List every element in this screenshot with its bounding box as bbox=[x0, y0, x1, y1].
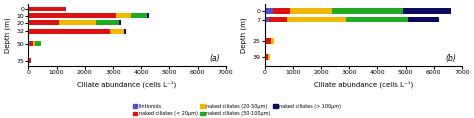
Bar bbox=[264, 38, 265, 44]
Bar bbox=[124, 29, 127, 34]
Bar bbox=[147, 13, 149, 18]
Bar bbox=[264, 54, 265, 60]
Bar bbox=[59, 20, 96, 25]
Bar bbox=[268, 54, 270, 60]
X-axis label: Ciliate abundance (cells L⁻¹): Ciliate abundance (cells L⁻¹) bbox=[314, 80, 413, 88]
Bar bbox=[28, 13, 116, 18]
Bar bbox=[265, 54, 268, 60]
Text: (a): (a) bbox=[209, 54, 220, 63]
Bar bbox=[28, 58, 29, 63]
Bar bbox=[29, 58, 31, 63]
Bar bbox=[96, 20, 118, 25]
Bar bbox=[264, 8, 273, 14]
Bar bbox=[332, 8, 403, 14]
Bar bbox=[273, 8, 290, 14]
Bar bbox=[33, 41, 36, 46]
Bar bbox=[269, 17, 287, 23]
Bar bbox=[110, 29, 124, 34]
Bar bbox=[28, 41, 30, 46]
Bar bbox=[30, 41, 33, 46]
X-axis label: Ciliate abundance (cells L⁻¹): Ciliate abundance (cells L⁻¹) bbox=[77, 80, 177, 88]
Bar bbox=[265, 38, 271, 44]
Bar bbox=[290, 8, 332, 14]
Bar bbox=[287, 17, 346, 23]
Bar bbox=[28, 20, 59, 25]
Bar bbox=[118, 20, 121, 25]
Bar bbox=[409, 17, 439, 23]
Bar bbox=[28, 7, 66, 11]
Bar bbox=[403, 8, 451, 14]
Y-axis label: Depth (m): Depth (m) bbox=[240, 17, 247, 53]
Bar bbox=[36, 41, 41, 46]
Bar bbox=[271, 38, 274, 44]
Bar bbox=[346, 17, 409, 23]
Legend: tintinnids, naked ciliates (< 20μm), naked ciliates (20-50μm), naked ciliates (5: tintinnids, naked ciliates (< 20μm), nak… bbox=[131, 102, 343, 118]
Text: (b): (b) bbox=[445, 54, 456, 63]
Bar bbox=[116, 13, 131, 18]
Y-axis label: Depth (m): Depth (m) bbox=[4, 17, 11, 53]
Bar bbox=[264, 17, 269, 23]
Bar bbox=[28, 29, 110, 34]
Bar bbox=[131, 13, 147, 18]
